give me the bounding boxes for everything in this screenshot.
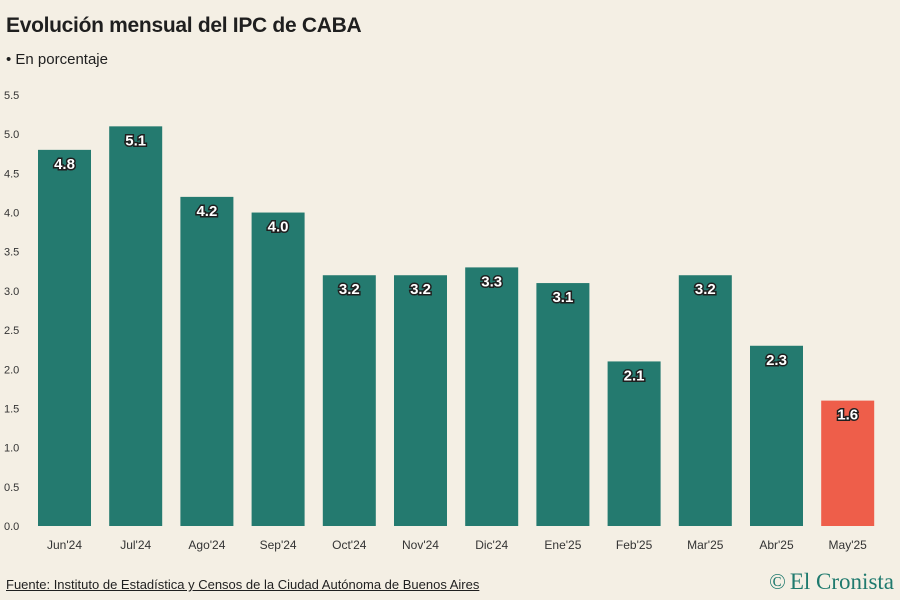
bar bbox=[750, 345, 803, 526]
bar bbox=[678, 275, 732, 526]
bar-value-label: 3.2 bbox=[339, 281, 360, 298]
bar-value-label: 3.1 bbox=[552, 289, 573, 306]
y-tick-label: 0.5 bbox=[4, 482, 19, 494]
bar bbox=[465, 267, 519, 526]
bar bbox=[180, 196, 234, 526]
y-tick-label: 1.0 bbox=[4, 443, 19, 455]
copyright-icon: © bbox=[769, 569, 786, 594]
value-labels-group: 4.8 5.1 4.2 4.0 3.2 3.2 3.3 3.1 2.1 3.2 2.3 1.6 bbox=[53, 131, 860, 425]
x-tick-label: Ene'25 bbox=[544, 538, 581, 552]
brand-name: El Cronista bbox=[789, 569, 894, 594]
bar-value-label: 3.2 bbox=[695, 281, 716, 298]
bar-value-label: 1.6 bbox=[837, 407, 858, 424]
y-tick-label: 4.5 bbox=[4, 168, 19, 180]
x-tick-label: May'25 bbox=[829, 538, 868, 552]
bar-value-label: 4.2 bbox=[196, 203, 217, 220]
bar-chart: 0.0 0.5 1.0 1.5 2.0 2.5 3.0 3.5 4.0 4.5 5.0 5.5 4.8… bbox=[4, 90, 875, 552]
y-tick-label: 0.0 bbox=[4, 521, 19, 533]
y-tick-label: 1.5 bbox=[4, 403, 19, 415]
x-tick-label: Jun'24 bbox=[47, 538, 82, 552]
bar bbox=[607, 361, 661, 526]
bar bbox=[109, 126, 163, 526]
y-tick-label: 3.0 bbox=[4, 286, 19, 298]
y-tick-label: 2.5 bbox=[4, 325, 19, 337]
x-tick-label: Nov'24 bbox=[402, 538, 439, 552]
bar bbox=[394, 275, 447, 526]
y-axis: 0.0 0.5 1.0 1.5 2.0 2.5 3.0 3.5 4.0 4.5 5.0 5.5 bbox=[4, 90, 19, 533]
y-tick-label: 2.0 bbox=[4, 364, 19, 376]
x-tick-label: Abr'25 bbox=[759, 538, 794, 552]
x-axis: Jun'24 Jul'24 Ago'24 Sep'24 Oct'24 Nov'24 Dic'… bbox=[47, 538, 867, 552]
bar bbox=[821, 400, 875, 526]
x-tick-label: Jul'24 bbox=[120, 538, 151, 552]
bar-value-label: 3.3 bbox=[481, 273, 502, 290]
x-tick-label: Ago'24 bbox=[188, 538, 225, 552]
x-tick-label: Dic'24 bbox=[475, 538, 508, 552]
y-tick-label: 4.0 bbox=[4, 208, 19, 220]
bar-value-label: 4.8 bbox=[54, 156, 75, 173]
bars-group bbox=[38, 126, 875, 526]
bar bbox=[536, 283, 590, 526]
bar-value-label: 5.1 bbox=[125, 132, 146, 149]
x-tick-label: Feb'25 bbox=[616, 538, 653, 552]
bar bbox=[38, 149, 91, 526]
y-tick-label: 3.5 bbox=[4, 247, 19, 259]
bar-value-label: 2.3 bbox=[766, 352, 787, 369]
bar bbox=[251, 212, 305, 526]
y-tick-label: 5.5 bbox=[4, 90, 19, 102]
x-tick-label: Sep'24 bbox=[260, 538, 297, 552]
bar bbox=[322, 275, 376, 526]
x-tick-label: Mar'25 bbox=[687, 538, 724, 552]
chart-title: Evolución mensual del IPC de CABA bbox=[6, 14, 362, 37]
bar-value-label: 3.2 bbox=[410, 281, 431, 298]
source-link[interactable]: Fuente: Instituto de Estadística y Censo… bbox=[6, 577, 480, 592]
x-tick-label: Oct'24 bbox=[332, 538, 367, 552]
chart-subtitle: • En porcentaje bbox=[6, 51, 108, 68]
y-tick-label: 5.0 bbox=[4, 129, 19, 141]
bar-value-label: 2.1 bbox=[624, 367, 645, 384]
bar-value-label: 4.0 bbox=[268, 219, 289, 236]
brand-logo: © El Cronista bbox=[769, 569, 894, 595]
